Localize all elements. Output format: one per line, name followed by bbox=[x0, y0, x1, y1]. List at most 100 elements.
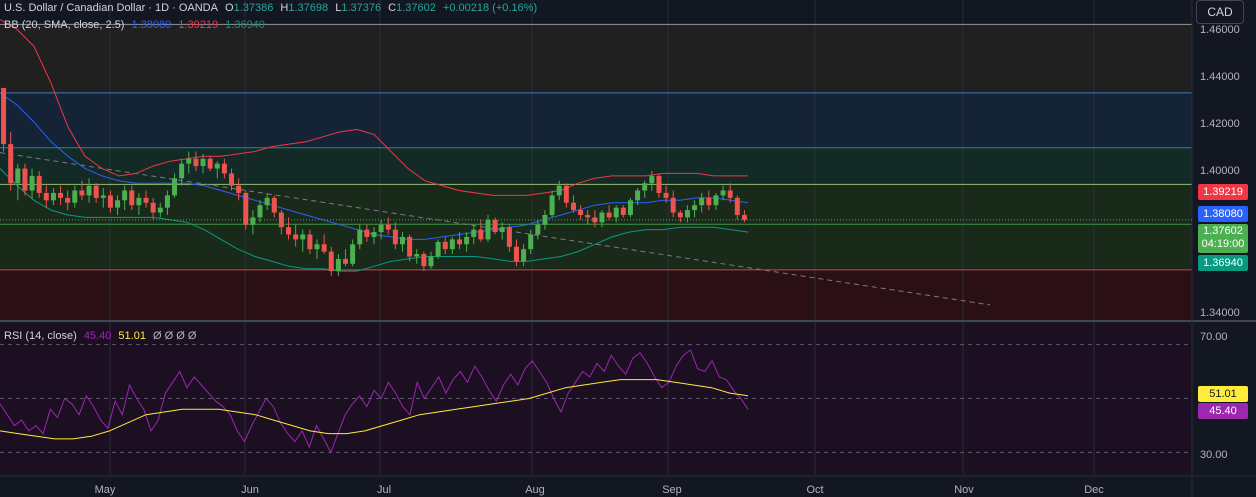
candle-body bbox=[1, 87, 7, 145]
candle-body bbox=[485, 219, 491, 240]
candle-body bbox=[578, 210, 584, 215]
candle-body bbox=[328, 251, 334, 272]
candle-body bbox=[229, 173, 235, 186]
price-tick: 1.46000 bbox=[1200, 24, 1240, 36]
candle-body bbox=[207, 158, 213, 169]
candle-body bbox=[620, 207, 626, 215]
candle-body bbox=[734, 197, 740, 215]
candle-body bbox=[164, 195, 170, 208]
candle-body bbox=[157, 207, 163, 213]
candle-body bbox=[179, 163, 185, 179]
candle-body bbox=[115, 200, 121, 208]
candle-body bbox=[150, 202, 156, 213]
candle-body bbox=[670, 197, 676, 213]
bb-lower-line bbox=[0, 168, 749, 272]
bar-countdown: 04:19:00 bbox=[1201, 238, 1245, 250]
candle-body bbox=[86, 185, 92, 196]
candle-body bbox=[741, 214, 747, 220]
zone-band bbox=[0, 92, 1192, 148]
bb-label[interactable]: BB (20, SMA, close, 2.5) bbox=[4, 19, 125, 31]
candle-body bbox=[399, 236, 405, 245]
candle-body bbox=[513, 246, 519, 262]
bb-upper-tag: 1.39219 bbox=[1198, 184, 1248, 200]
candle-body bbox=[535, 224, 541, 235]
candle-body bbox=[29, 175, 35, 191]
symbol-title[interactable]: U.S. Dollar / Canadian Dollar · 1D · OAN… bbox=[4, 2, 218, 14]
rsi-legend: RSI (14, close) 45.40 51.01 Ø Ø Ø Ø bbox=[4, 330, 200, 342]
candle-body bbox=[143, 197, 149, 203]
candle-body bbox=[350, 244, 356, 264]
ohlc-change: +0.00218 (+0.16%) bbox=[442, 2, 538, 14]
candle-body bbox=[72, 190, 78, 203]
bb-lower-value: 1.36940 bbox=[225, 19, 265, 31]
candle-body bbox=[364, 229, 370, 237]
candle-body bbox=[599, 212, 605, 223]
candle-body bbox=[656, 175, 662, 193]
rsi-line bbox=[0, 349, 749, 454]
rsi-tag: 45.40 bbox=[1198, 403, 1248, 419]
candle-body bbox=[570, 202, 576, 211]
candle-body bbox=[542, 214, 548, 225]
candle-body bbox=[456, 239, 462, 245]
candle-body bbox=[464, 236, 470, 245]
zone-band bbox=[0, 269, 1192, 320]
candle-body bbox=[15, 168, 21, 184]
candle-body bbox=[506, 227, 512, 247]
candle-body bbox=[193, 158, 199, 167]
time-label-sep: Sep bbox=[662, 484, 682, 496]
candle-body bbox=[642, 183, 648, 191]
candle-body bbox=[43, 192, 49, 201]
time-label-aug: Aug bbox=[525, 484, 545, 496]
zone-band bbox=[0, 147, 1192, 185]
candle-body bbox=[378, 224, 384, 233]
bb-upper-line bbox=[0, 19, 748, 196]
candle-body bbox=[471, 229, 477, 237]
candle-body bbox=[100, 195, 106, 198]
rsi-label[interactable]: RSI (14, close) bbox=[4, 330, 77, 342]
price-tick: 1.40000 bbox=[1200, 165, 1240, 177]
last-price-tag: 1.37602 04:19:00 bbox=[1198, 224, 1248, 253]
candle-body bbox=[357, 229, 363, 245]
candle-body bbox=[663, 192, 669, 198]
candle-body bbox=[392, 229, 398, 245]
candle-body bbox=[335, 258, 341, 272]
currency-button[interactable]: CAD bbox=[1196, 0, 1244, 24]
candle-body bbox=[286, 227, 292, 235]
price-tick: 1.42000 bbox=[1200, 118, 1240, 130]
candle-body bbox=[136, 197, 142, 206]
candle-body bbox=[713, 195, 719, 206]
time-label-jun: Jun bbox=[241, 484, 259, 496]
candle-body bbox=[264, 197, 270, 206]
candle-body bbox=[250, 217, 256, 225]
candle-body bbox=[684, 210, 690, 218]
symbol-legend: U.S. Dollar / Canadian Dollar · 1D · OAN… bbox=[4, 2, 541, 14]
candle-body bbox=[236, 185, 242, 193]
candle-body bbox=[442, 241, 448, 250]
candle-body bbox=[257, 205, 263, 218]
candle-body bbox=[627, 200, 633, 215]
trend-line bbox=[0, 152, 991, 306]
zone-band bbox=[0, 184, 1192, 270]
candle-body bbox=[585, 214, 591, 218]
last-price-value: 1.37602 bbox=[1203, 225, 1243, 237]
rsi-ma-value: 51.01 bbox=[118, 330, 146, 342]
candle-body bbox=[720, 190, 726, 196]
candle-body bbox=[706, 197, 712, 206]
candle-body bbox=[8, 144, 14, 184]
rsi-tick: 30.00 bbox=[1200, 449, 1228, 461]
candle-body bbox=[492, 219, 498, 233]
candle-body bbox=[478, 229, 484, 240]
candle-body bbox=[556, 185, 562, 196]
candle-body bbox=[677, 212, 683, 218]
bb-legend: BB (20, SMA, close, 2.5) 1.38080 1.39219… bbox=[4, 19, 269, 31]
candle-body bbox=[186, 158, 192, 164]
candle-body bbox=[79, 190, 85, 196]
bb-lower-tag: 1.36940 bbox=[1198, 255, 1248, 271]
candle-body bbox=[649, 175, 655, 184]
candle-body bbox=[549, 195, 555, 215]
candle-body bbox=[421, 254, 427, 267]
candle-body bbox=[606, 212, 612, 218]
candle-body bbox=[727, 190, 733, 198]
candle-body bbox=[414, 254, 420, 257]
